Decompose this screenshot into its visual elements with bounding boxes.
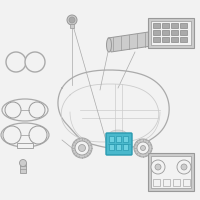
- Circle shape: [3, 126, 21, 144]
- Circle shape: [151, 160, 165, 174]
- Ellipse shape: [106, 38, 112, 52]
- Bar: [70, 24, 74, 28]
- Bar: [123, 144, 128, 150]
- Bar: [162, 37, 169, 42]
- Circle shape: [5, 102, 21, 118]
- Bar: [109, 136, 114, 142]
- Bar: [180, 37, 187, 42]
- Bar: [151, 21, 191, 45]
- Bar: [153, 179, 160, 186]
- Bar: [17, 143, 33, 148]
- Bar: [171, 23, 178, 28]
- Circle shape: [25, 52, 45, 72]
- Circle shape: [75, 141, 89, 155]
- Bar: [153, 37, 160, 42]
- Circle shape: [155, 164, 161, 170]
- Bar: [173, 179, 180, 186]
- Ellipse shape: [1, 123, 49, 147]
- Bar: [180, 30, 187, 35]
- Circle shape: [137, 142, 149, 154]
- Bar: [148, 18, 194, 48]
- Bar: [109, 144, 114, 150]
- Ellipse shape: [160, 30, 166, 44]
- Bar: [151, 156, 191, 188]
- Bar: [116, 136, 121, 142]
- Circle shape: [181, 164, 187, 170]
- Bar: [20, 163, 26, 173]
- Polygon shape: [108, 30, 165, 52]
- Bar: [171, 37, 178, 42]
- Bar: [171, 30, 178, 35]
- FancyBboxPatch shape: [106, 133, 132, 155]
- Bar: [162, 30, 169, 35]
- Ellipse shape: [2, 99, 48, 121]
- Circle shape: [69, 17, 75, 23]
- Bar: [183, 179, 190, 186]
- Circle shape: [6, 52, 26, 72]
- Bar: [180, 23, 187, 28]
- Ellipse shape: [109, 130, 127, 140]
- Circle shape: [177, 160, 191, 174]
- Bar: [162, 23, 169, 28]
- Circle shape: [78, 144, 86, 152]
- Bar: [116, 144, 121, 150]
- Circle shape: [29, 102, 45, 118]
- Bar: [153, 30, 160, 35]
- Circle shape: [29, 126, 47, 144]
- Bar: [123, 136, 128, 142]
- Circle shape: [134, 139, 152, 157]
- Bar: [163, 179, 170, 186]
- Circle shape: [72, 138, 92, 158]
- Circle shape: [140, 146, 146, 150]
- Circle shape: [20, 160, 26, 166]
- Circle shape: [67, 15, 77, 25]
- Bar: [153, 23, 160, 28]
- Bar: [148, 153, 194, 191]
